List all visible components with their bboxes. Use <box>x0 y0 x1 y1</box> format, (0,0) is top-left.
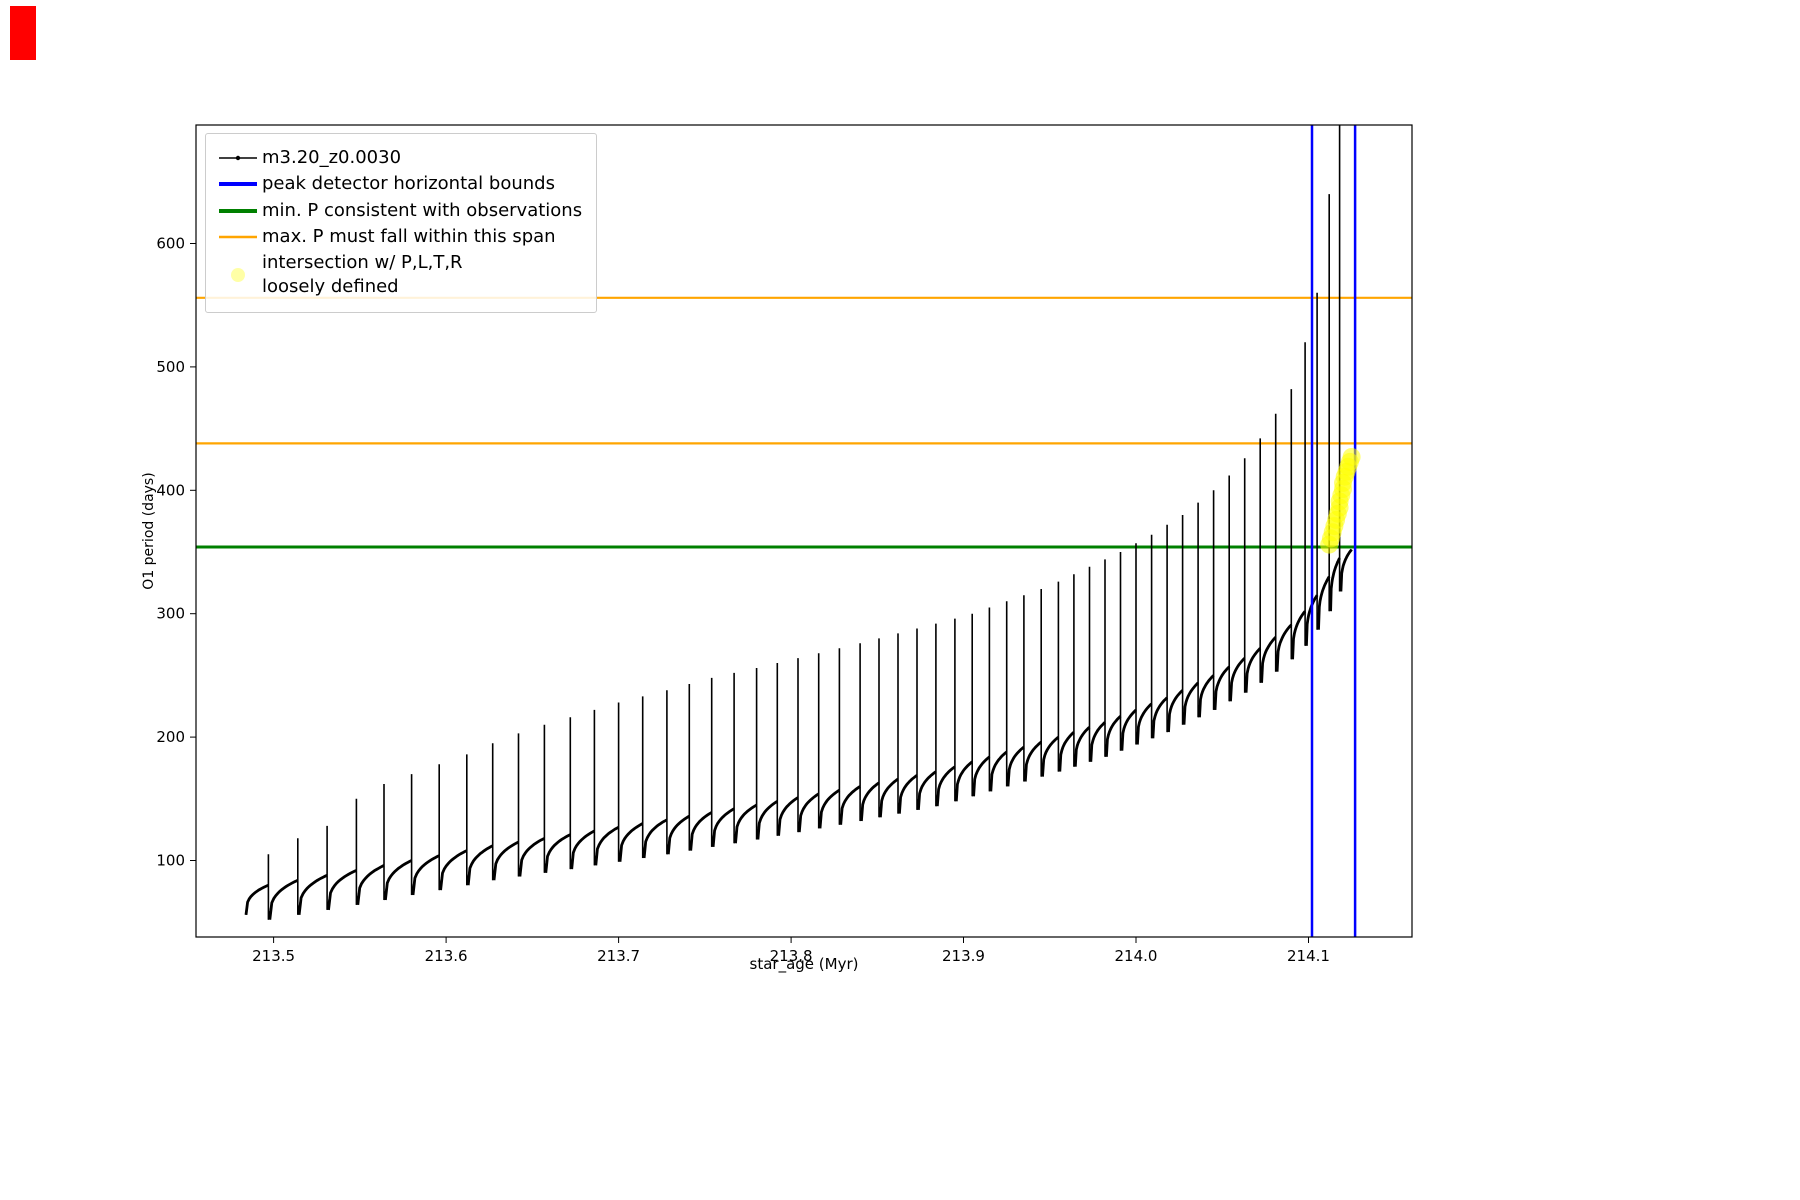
axes-frame <box>195 124 1413 938</box>
series-group <box>244 125 1353 920</box>
x-tick-label: 214.1 <box>1287 947 1330 965</box>
green-line-icon <box>216 200 262 222</box>
legend-label-intersection: intersection w/ P,L,T,R loosely defined <box>262 252 463 298</box>
legend-entry-intersection: intersection w/ P,L,T,R loosely defined <box>216 251 582 300</box>
line-dot-legend-glyph <box>219 155 257 161</box>
line-thick-legend-glyph <box>219 182 257 187</box>
legend-label-max-p: max. P must fall within this span <box>262 225 556 247</box>
x-tick-label: 213.7 <box>597 947 640 965</box>
y-tick-label: 500 <box>156 358 185 376</box>
x-tick-label: 213.9 <box>942 947 985 965</box>
y-tick-label: 100 <box>156 852 185 870</box>
y-tick-label: 300 <box>156 605 185 623</box>
y-axis-label: O1 period (days) <box>141 472 157 589</box>
x-tick-label: 213.6 <box>425 947 468 965</box>
line-legend-glyph <box>219 235 257 239</box>
legend-label-peak-bounds: peak detector horizontal bounds <box>262 173 555 195</box>
y-tick-label: 400 <box>156 481 185 499</box>
series-baseline-path <box>244 548 1353 920</box>
y-tick-label: 600 <box>156 235 185 253</box>
y-tick-label: 200 <box>156 728 185 746</box>
x-tick-label: 213.5 <box>252 947 295 965</box>
intersection-marker <box>1342 448 1361 466</box>
legend-entry-max-p: max. P must fall within this span <box>216 225 582 249</box>
x-tick-label: 214.0 <box>1115 947 1158 965</box>
x-tick-label: 213.8 <box>770 947 813 965</box>
yellow-dot-icon <box>216 264 262 286</box>
x-axis-label: star_age (Myr) <box>750 955 859 974</box>
legend-label-min-p: min. P consistent with observations <box>262 199 583 221</box>
blue-line-icon <box>216 173 262 195</box>
orange-line-icon <box>216 226 262 248</box>
series-line-dot-icon <box>216 147 262 169</box>
legend-entry-min-p: min. P consistent with observations <box>216 199 582 223</box>
red-indicator-box <box>10 6 36 60</box>
line-thick-legend-glyph <box>219 208 257 213</box>
legend-entry-peak-bounds: peak detector horizontal bounds <box>216 172 582 196</box>
legend-entry-series: m3.20_z0.0030 <box>216 146 582 170</box>
intersection-markers <box>1320 448 1361 554</box>
legend: m3.20_z0.0030 peak detector horizontal b… <box>205 133 598 313</box>
marker-legend-glyph <box>231 268 245 283</box>
legend-label-series: m3.20_z0.0030 <box>262 147 402 168</box>
